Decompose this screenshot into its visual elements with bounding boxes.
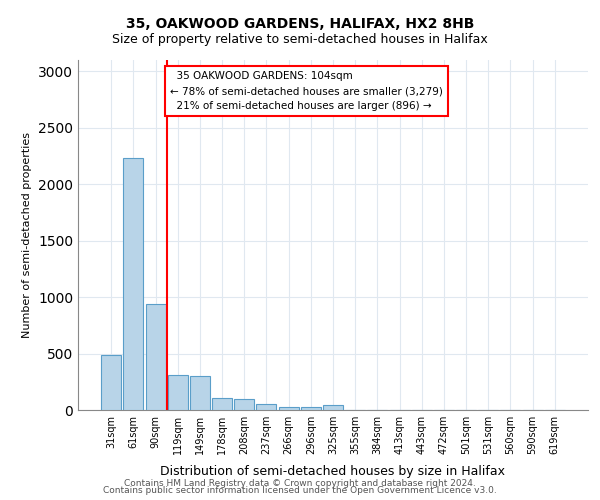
Bar [124,158,143,410]
Bar [146,304,166,410]
Bar [190,376,210,410]
Bar [323,406,343,410]
Bar [212,398,232,410]
Bar [278,406,299,410]
Text: 35 OAKWOOD GARDENS: 104sqm
← 78% of semi-detached houses are smaller (3,279)
  2: 35 OAKWOOD GARDENS: 104sqm ← 78% of semi… [170,72,443,111]
Bar [256,404,277,410]
Text: 35, OAKWOOD GARDENS, HALIFAX, HX2 8HB: 35, OAKWOOD GARDENS, HALIFAX, HX2 8HB [126,18,474,32]
Bar [234,398,254,410]
Y-axis label: Number of semi-detached properties: Number of semi-detached properties [22,132,32,338]
Text: Size of property relative to semi-detached houses in Halifax: Size of property relative to semi-detach… [112,32,488,46]
Bar [168,375,188,410]
X-axis label: Distribution of semi-detached houses by size in Halifax: Distribution of semi-detached houses by … [161,466,505,478]
Bar [101,354,121,410]
Text: Contains HM Land Registry data © Crown copyright and database right 2024.: Contains HM Land Registry data © Crown c… [124,478,476,488]
Text: Contains public sector information licensed under the Open Government Licence v3: Contains public sector information licen… [103,486,497,495]
Bar [301,406,321,410]
